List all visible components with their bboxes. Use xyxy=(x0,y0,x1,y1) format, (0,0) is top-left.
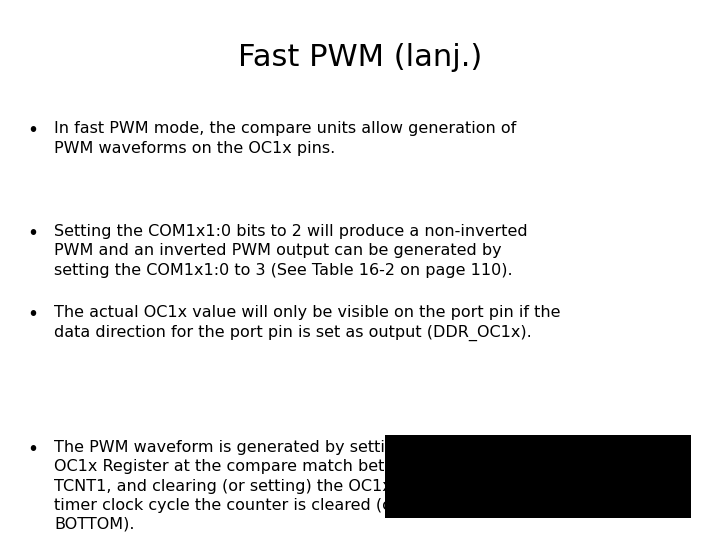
Text: The PWM waveform is generated by setting (or clearing) the
OC1x Register at the : The PWM waveform is generated by setting… xyxy=(54,440,550,532)
Text: Fast PWM (lanj.): Fast PWM (lanj.) xyxy=(238,43,482,72)
Text: •: • xyxy=(27,122,38,140)
Text: Setting the COM1x1:0 bits to 2 will produce a non-inverted
PWM and an inverted P: Setting the COM1x1:0 bits to 2 will prod… xyxy=(54,224,528,278)
Text: In fast PWM mode, the compare units allow generation of
PWM waveforms on the OC1: In fast PWM mode, the compare units allo… xyxy=(54,122,516,156)
Text: •: • xyxy=(27,305,38,324)
Text: The actual OC1x value will only be visible on the port pin if the
data direction: The actual OC1x value will only be visib… xyxy=(54,305,560,341)
Text: •: • xyxy=(27,224,38,243)
Bar xyxy=(385,435,691,518)
Text: •: • xyxy=(27,440,38,459)
